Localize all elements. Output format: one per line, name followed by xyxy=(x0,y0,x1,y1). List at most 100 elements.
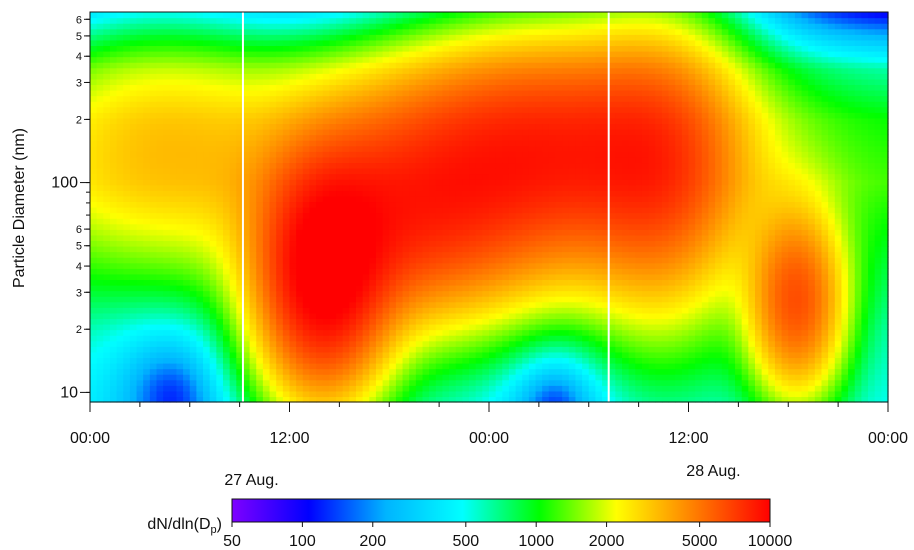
heatmap-cell xyxy=(183,134,191,141)
heatmap-cell xyxy=(103,218,111,225)
heatmap-cell xyxy=(389,106,397,113)
heatmap-cell xyxy=(143,123,151,130)
heatmap-cell xyxy=(435,45,444,52)
heatmap-cell xyxy=(282,34,291,41)
heatmap-cell xyxy=(189,363,197,370)
heatmap-cell xyxy=(356,307,364,314)
heatmap-cell xyxy=(415,112,424,119)
heatmap-cell xyxy=(415,301,424,308)
heatmap-cell xyxy=(369,229,377,236)
heatmap-cell xyxy=(289,363,297,370)
heatmap-cell xyxy=(123,379,131,386)
heatmap-cell xyxy=(103,90,111,97)
heatmap-cell xyxy=(249,385,257,392)
heatmap-cell xyxy=(435,223,444,230)
heatmap-cell xyxy=(242,56,251,63)
heatmap-cell xyxy=(502,335,510,342)
heatmap-cell xyxy=(336,234,344,242)
heatmap-cell xyxy=(462,168,470,175)
heatmap-cell xyxy=(389,156,397,164)
heatmap-cell xyxy=(249,257,257,264)
heatmap-cell xyxy=(548,301,557,308)
heatmap-cell xyxy=(449,67,457,74)
heatmap-cell xyxy=(482,246,490,253)
heatmap-cell xyxy=(455,39,463,47)
heatmap-cell xyxy=(183,340,191,347)
heatmap-cell xyxy=(482,95,490,102)
heatmap-cell xyxy=(502,95,510,102)
heatmap-cell xyxy=(116,184,124,191)
heatmap-cell xyxy=(542,117,550,125)
heatmap-cell xyxy=(435,251,444,258)
heatmap-cell xyxy=(395,273,404,281)
heatmap-cell xyxy=(229,28,237,35)
heatmap-cell xyxy=(289,324,297,331)
heatmap-cell xyxy=(169,329,178,336)
heatmap-cell xyxy=(455,101,463,108)
heatmap-cell xyxy=(103,156,111,164)
heatmap-cell xyxy=(389,17,397,24)
heatmap-cell xyxy=(103,101,111,108)
heatmap-cell xyxy=(409,285,417,292)
heatmap-cell xyxy=(269,67,277,74)
heatmap-cell xyxy=(449,390,457,398)
heatmap-cell xyxy=(189,240,197,247)
heatmap-cell xyxy=(548,346,557,353)
heatmap-cell xyxy=(109,262,118,269)
heatmap-cell xyxy=(362,112,370,119)
heatmap-cell xyxy=(508,45,517,52)
heatmap-cell xyxy=(196,112,204,119)
heatmap-cell xyxy=(389,207,397,214)
heatmap-cell xyxy=(136,45,144,52)
heatmap-cell xyxy=(475,162,483,169)
heatmap-cell xyxy=(356,117,364,125)
heatmap-cell xyxy=(209,218,217,225)
heatmap-cell xyxy=(422,23,430,30)
heatmap-cell xyxy=(309,296,317,303)
heatmap-cell xyxy=(375,374,384,381)
heatmap-cell xyxy=(336,56,344,63)
heatmap-cell xyxy=(395,212,404,219)
heatmap-cell xyxy=(296,335,304,342)
heatmap-cell xyxy=(508,173,517,180)
heatmap-cell xyxy=(90,251,98,258)
heatmap-cell xyxy=(169,173,178,180)
heatmap-cell xyxy=(495,218,503,225)
heatmap-cell xyxy=(395,201,404,208)
heatmap-cell xyxy=(469,223,477,230)
heatmap-cell xyxy=(309,39,317,47)
heatmap-cell xyxy=(276,62,284,69)
heatmap-cell xyxy=(409,45,417,52)
heatmap-cell xyxy=(429,385,437,392)
heatmap-cell xyxy=(395,340,404,347)
heatmap-cell xyxy=(475,168,483,175)
heatmap-cell xyxy=(163,285,171,292)
heatmap-cell xyxy=(123,279,131,286)
heatmap-cell xyxy=(395,95,404,102)
heatmap-cell xyxy=(256,296,264,303)
heatmap-cell xyxy=(229,307,237,314)
heatmap-cell xyxy=(96,335,104,342)
heatmap-cell xyxy=(402,379,410,386)
heatmap-cell xyxy=(522,56,530,63)
heatmap-cell xyxy=(216,279,224,286)
heatmap-cell xyxy=(309,246,317,253)
heatmap-cell xyxy=(309,223,317,230)
heatmap-cell xyxy=(196,212,204,219)
heatmap-cell xyxy=(296,184,304,191)
heatmap-cell xyxy=(475,385,483,392)
heatmap-cell xyxy=(495,195,503,203)
heatmap-cell xyxy=(422,285,430,292)
heatmap-cell xyxy=(256,312,264,320)
heatmap-cell xyxy=(462,156,470,164)
heatmap-cell xyxy=(176,229,184,236)
heatmap-cell xyxy=(316,390,324,398)
heatmap-cell xyxy=(482,296,490,303)
heatmap-cell xyxy=(415,324,424,331)
heatmap-cell xyxy=(442,123,450,130)
heatmap-cell xyxy=(515,28,523,35)
heatmap-cell xyxy=(236,45,244,52)
heatmap-cell xyxy=(262,184,271,191)
heatmap-cell xyxy=(256,84,264,91)
heatmap-cell xyxy=(156,173,164,180)
